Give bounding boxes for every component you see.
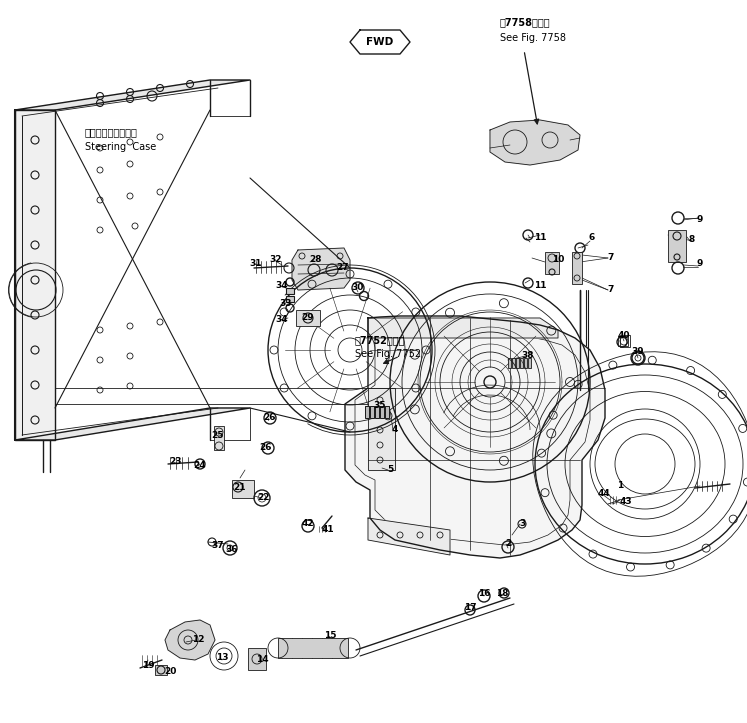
Bar bbox=[516, 358, 519, 368]
Polygon shape bbox=[165, 620, 215, 660]
Text: 39: 39 bbox=[632, 348, 645, 356]
Text: 12: 12 bbox=[192, 636, 204, 644]
Bar bbox=[618, 336, 628, 346]
Bar bbox=[380, 406, 384, 418]
Text: 33: 33 bbox=[279, 299, 292, 309]
Polygon shape bbox=[490, 120, 580, 165]
Text: 17: 17 bbox=[464, 604, 477, 612]
Bar bbox=[214, 426, 224, 450]
Bar bbox=[528, 358, 531, 368]
Bar bbox=[545, 252, 559, 274]
Bar bbox=[370, 406, 374, 418]
Polygon shape bbox=[368, 318, 558, 338]
Bar bbox=[278, 638, 348, 658]
Text: 21: 21 bbox=[234, 484, 247, 492]
Text: 16: 16 bbox=[478, 589, 490, 599]
Bar bbox=[620, 335, 630, 347]
Bar bbox=[365, 406, 369, 418]
Text: 27: 27 bbox=[337, 263, 350, 273]
Polygon shape bbox=[15, 110, 55, 440]
Text: 7: 7 bbox=[608, 254, 614, 262]
Bar bbox=[155, 665, 167, 675]
Text: 44: 44 bbox=[598, 489, 610, 498]
Bar bbox=[524, 358, 527, 368]
Text: 3: 3 bbox=[519, 520, 525, 529]
Text: 34: 34 bbox=[276, 315, 288, 325]
Text: 11: 11 bbox=[534, 234, 546, 242]
Text: 15: 15 bbox=[323, 631, 336, 641]
Bar bbox=[296, 310, 320, 326]
Bar bbox=[286, 288, 294, 294]
Text: 43: 43 bbox=[620, 497, 632, 507]
Bar bbox=[248, 648, 266, 670]
Text: 30: 30 bbox=[352, 283, 365, 293]
Text: 34: 34 bbox=[276, 281, 288, 291]
Polygon shape bbox=[368, 388, 395, 470]
Text: 36: 36 bbox=[226, 545, 238, 555]
Polygon shape bbox=[345, 316, 605, 558]
Text: 25: 25 bbox=[211, 432, 224, 440]
Bar bbox=[512, 358, 515, 368]
Text: 9: 9 bbox=[697, 215, 703, 225]
Bar bbox=[286, 296, 294, 302]
Text: 26: 26 bbox=[258, 443, 271, 453]
Bar bbox=[520, 358, 523, 368]
Text: 18: 18 bbox=[496, 589, 508, 599]
Bar bbox=[232, 480, 254, 498]
Text: 2: 2 bbox=[505, 539, 511, 549]
Bar bbox=[375, 406, 379, 418]
Polygon shape bbox=[15, 80, 250, 110]
Text: 4: 4 bbox=[392, 426, 398, 435]
Text: 8: 8 bbox=[689, 236, 695, 244]
Text: 42: 42 bbox=[302, 520, 314, 529]
Text: 10: 10 bbox=[552, 255, 564, 265]
Polygon shape bbox=[15, 408, 250, 440]
Text: 41: 41 bbox=[322, 526, 335, 534]
Text: 37: 37 bbox=[211, 542, 224, 550]
Polygon shape bbox=[292, 248, 350, 290]
Text: 28: 28 bbox=[310, 255, 322, 265]
Text: 6: 6 bbox=[589, 234, 595, 242]
Text: 29: 29 bbox=[302, 314, 314, 322]
Text: 22: 22 bbox=[258, 494, 270, 502]
Text: 14: 14 bbox=[255, 656, 268, 664]
Text: 26: 26 bbox=[264, 414, 276, 422]
Text: 24: 24 bbox=[193, 461, 206, 471]
Polygon shape bbox=[368, 518, 450, 555]
Text: 1: 1 bbox=[617, 482, 623, 490]
Text: 35: 35 bbox=[374, 401, 386, 411]
Bar bbox=[668, 230, 686, 262]
Text: 19: 19 bbox=[142, 662, 155, 670]
Text: 38: 38 bbox=[521, 351, 534, 361]
Text: 7: 7 bbox=[608, 286, 614, 294]
Text: 5: 5 bbox=[387, 466, 393, 474]
Bar bbox=[572, 252, 582, 284]
Text: Steering  Case: Steering Case bbox=[85, 142, 156, 152]
Text: FWD: FWD bbox=[366, 37, 394, 47]
Text: 32: 32 bbox=[270, 255, 282, 265]
Text: 23: 23 bbox=[169, 458, 182, 466]
Text: 40: 40 bbox=[618, 332, 630, 341]
Bar bbox=[508, 358, 511, 368]
Text: 第7752図参照: 第7752図参照 bbox=[355, 335, 406, 345]
Text: See Fig. 7758: See Fig. 7758 bbox=[500, 33, 566, 43]
Text: 13: 13 bbox=[216, 654, 229, 662]
Text: 第7758図参照: 第7758図参照 bbox=[500, 17, 551, 27]
Text: 31: 31 bbox=[249, 260, 262, 268]
Polygon shape bbox=[350, 30, 410, 54]
Text: 20: 20 bbox=[164, 667, 176, 677]
Text: 9: 9 bbox=[697, 260, 703, 268]
Text: ステアリングケース: ステアリングケース bbox=[85, 127, 138, 137]
Bar bbox=[385, 406, 389, 418]
Text: See Fig. 7752: See Fig. 7752 bbox=[355, 349, 421, 359]
Text: 11: 11 bbox=[534, 281, 546, 291]
